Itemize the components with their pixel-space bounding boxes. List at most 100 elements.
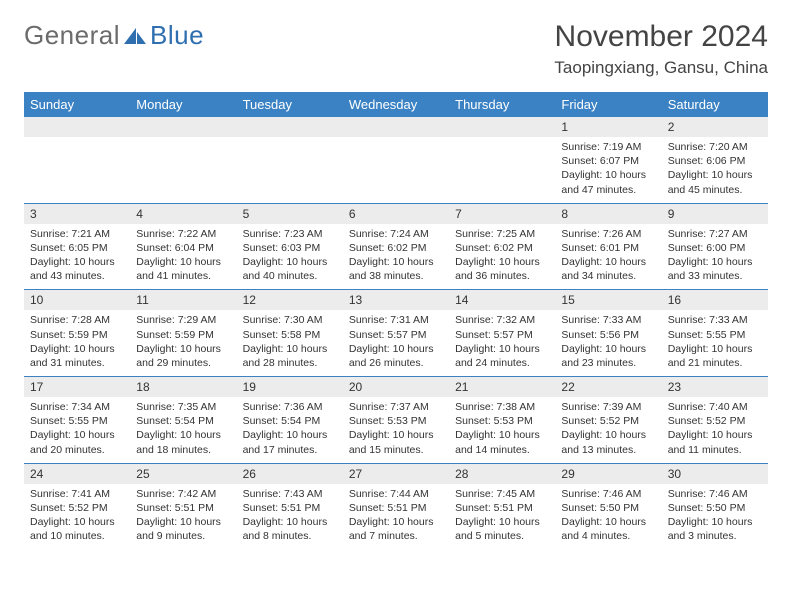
day-number-cell (237, 117, 343, 137)
day-content-row: Sunrise: 7:21 AMSunset: 6:05 PMDaylight:… (24, 224, 768, 290)
weekday-header: Thursday (449, 92, 555, 117)
day-number-cell: 18 (130, 377, 236, 397)
sunrise-text: Sunrise: 7:20 AM (668, 140, 762, 154)
sunrise-text: Sunrise: 7:39 AM (561, 400, 655, 414)
day-content-cell: Sunrise: 7:28 AMSunset: 5:59 PMDaylight:… (24, 310, 130, 376)
day-content-cell: Sunrise: 7:19 AMSunset: 6:07 PMDaylight:… (555, 137, 661, 203)
sunset-text: Sunset: 6:03 PM (243, 241, 337, 255)
sunset-text: Sunset: 5:53 PM (349, 414, 443, 428)
sunrise-text: Sunrise: 7:41 AM (30, 487, 124, 501)
day-number-cell: 16 (662, 290, 768, 310)
calendar-body: 12Sunrise: 7:19 AMSunset: 6:07 PMDayligh… (24, 117, 768, 549)
day-content-cell (24, 137, 130, 203)
day-content-row: Sunrise: 7:28 AMSunset: 5:59 PMDaylight:… (24, 310, 768, 376)
day-content-cell (343, 137, 449, 203)
daylight-text: Daylight: 10 hours and 7 minutes. (349, 515, 443, 543)
day-content-cell: Sunrise: 7:39 AMSunset: 5:52 PMDaylight:… (555, 397, 661, 463)
daylight-text: Daylight: 10 hours and 45 minutes. (668, 168, 762, 196)
day-content-row: Sunrise: 7:34 AMSunset: 5:55 PM Daylight:… (24, 397, 768, 463)
weekday-header: Saturday (662, 92, 768, 117)
daylight-text: Daylight: 10 hours and 33 minutes. (668, 255, 762, 283)
sunrise-text: Sunrise: 7:34 AM (30, 400, 124, 414)
daylight-text: Daylight: 10 hours and 14 minutes. (455, 428, 549, 456)
sunset-text: Sunset: 6:07 PM (561, 154, 655, 168)
daylight-text: Daylight: 10 hours and 18 minutes. (136, 428, 230, 456)
weekday-header: Monday (130, 92, 236, 117)
day-number-cell: 24 (24, 464, 130, 484)
sunset-text: Sunset: 5:54 PM (243, 414, 337, 428)
day-content-cell: Sunrise: 7:32 AMSunset: 5:57 PMDaylight:… (449, 310, 555, 376)
brand-logo: General Blue (24, 20, 204, 51)
day-number-cell: 25 (130, 464, 236, 484)
day-content-cell (449, 137, 555, 203)
day-number-row: 10111213141516 (24, 290, 768, 310)
sunset-text: Sunset: 5:50 PM (561, 501, 655, 515)
daylight-text: Daylight: 10 hours and 17 minutes. (243, 428, 337, 456)
day-content-row: Sunrise: 7:41 AMSunset: 5:52 PMDaylight:… (24, 484, 768, 550)
day-content-cell: Sunrise: 7:43 AMSunset: 5:51 PMDaylight:… (237, 484, 343, 550)
daylight-text: Daylight: 10 hours and 5 minutes. (455, 515, 549, 543)
sunrise-text: Sunrise: 7:43 AM (243, 487, 337, 501)
sunrise-text: Sunrise: 7:32 AM (455, 313, 549, 327)
daylight-text: Daylight: 10 hours and 13 minutes. (561, 428, 655, 456)
sunset-text: Sunset: 5:58 PM (243, 328, 337, 342)
sunset-text: Sunset: 6:02 PM (349, 241, 443, 255)
day-content-cell: Sunrise: 7:37 AMSunset: 5:53 PMDaylight:… (343, 397, 449, 463)
daylight-text: Daylight: 10 hours and 15 minutes. (349, 428, 443, 456)
day-content-cell: Sunrise: 7:30 AMSunset: 5:58 PMDaylight:… (237, 310, 343, 376)
day-content-cell: Sunrise: 7:27 AMSunset: 6:00 PMDaylight:… (662, 224, 768, 290)
calendar-table: Sunday Monday Tuesday Wednesday Thursday… (24, 92, 768, 549)
daylight-text: Daylight: 10 hours and 23 minutes. (561, 342, 655, 370)
day-content-cell: Sunrise: 7:25 AMSunset: 6:02 PMDaylight:… (449, 224, 555, 290)
daylight-text: Daylight: 10 hours and 8 minutes. (243, 515, 337, 543)
sunrise-text: Sunrise: 7:44 AM (349, 487, 443, 501)
sunrise-text: Sunrise: 7:42 AM (136, 487, 230, 501)
day-content-cell: Sunrise: 7:42 AMSunset: 5:51 PMDaylight:… (130, 484, 236, 550)
sunset-text: Sunset: 6:00 PM (668, 241, 762, 255)
day-content-cell: Sunrise: 7:23 AMSunset: 6:03 PMDaylight:… (237, 224, 343, 290)
sunset-text: Sunset: 5:57 PM (349, 328, 443, 342)
location-text: Taopingxiang, Gansu, China (554, 58, 768, 78)
day-content-cell: Sunrise: 7:26 AMSunset: 6:01 PMDaylight:… (555, 224, 661, 290)
sunrise-text: Sunrise: 7:23 AM (243, 227, 337, 241)
day-content-cell: Sunrise: 7:40 AMSunset: 5:52 PMDaylight:… (662, 397, 768, 463)
sunrise-text: Sunrise: 7:35 AM (136, 400, 230, 414)
day-number-cell: 27 (343, 464, 449, 484)
sunset-text: Sunset: 6:06 PM (668, 154, 762, 168)
day-content-cell: Sunrise: 7:31 AMSunset: 5:57 PMDaylight:… (343, 310, 449, 376)
sunset-text: Sunset: 5:59 PM (136, 328, 230, 342)
daylight-text: Daylight: 10 hours and 40 minutes. (243, 255, 337, 283)
day-number-row: 12 (24, 117, 768, 137)
day-content-cell (237, 137, 343, 203)
daylight-text: Daylight: 10 hours and 4 minutes. (561, 515, 655, 543)
daylight-text: Daylight: 10 hours and 34 minutes. (561, 255, 655, 283)
sunrise-text: Sunrise: 7:38 AM (455, 400, 549, 414)
month-title: November 2024 (554, 20, 768, 54)
day-number-cell: 19 (237, 377, 343, 397)
weekday-header: Sunday (24, 92, 130, 117)
sunrise-text: Sunrise: 7:40 AM (668, 400, 762, 414)
day-content-cell: Sunrise: 7:29 AMSunset: 5:59 PMDaylight:… (130, 310, 236, 376)
sunrise-text: Sunrise: 7:27 AM (668, 227, 762, 241)
sunrise-text: Sunrise: 7:46 AM (668, 487, 762, 501)
day-content-cell: Sunrise: 7:35 AMSunset: 5:54 PMDaylight:… (130, 397, 236, 463)
daylight-text: Daylight: 10 hours and 26 minutes. (349, 342, 443, 370)
sunset-text: Sunset: 6:04 PM (136, 241, 230, 255)
day-number-cell: 1 (555, 117, 661, 137)
day-content-cell: Sunrise: 7:36 AMSunset: 5:54 PMDaylight:… (237, 397, 343, 463)
brand-name: General (24, 20, 120, 51)
sunset-text: Sunset: 5:55 PM (30, 414, 124, 428)
daylight-text: Daylight: 10 hours and 24 minutes. (455, 342, 549, 370)
day-content-cell: Sunrise: 7:21 AMSunset: 6:05 PMDaylight:… (24, 224, 130, 290)
sunset-text: Sunset: 5:51 PM (349, 501, 443, 515)
day-content-row: Sunrise: 7:19 AMSunset: 6:07 PMDaylight:… (24, 137, 768, 203)
day-content-cell: Sunrise: 7:33 AMSunset: 5:56 PMDaylight:… (555, 310, 661, 376)
day-content-cell: Sunrise: 7:24 AMSunset: 6:02 PMDaylight:… (343, 224, 449, 290)
day-number-cell (449, 117, 555, 137)
day-content-cell: Sunrise: 7:38 AMSunset: 5:53 PMDaylight:… (449, 397, 555, 463)
day-number-cell: 3 (24, 204, 130, 224)
day-content-cell: Sunrise: 7:45 AMSunset: 5:51 PMDaylight:… (449, 484, 555, 550)
sunset-text: Sunset: 5:51 PM (136, 501, 230, 515)
sunset-text: Sunset: 5:51 PM (243, 501, 337, 515)
day-number-cell (24, 117, 130, 137)
